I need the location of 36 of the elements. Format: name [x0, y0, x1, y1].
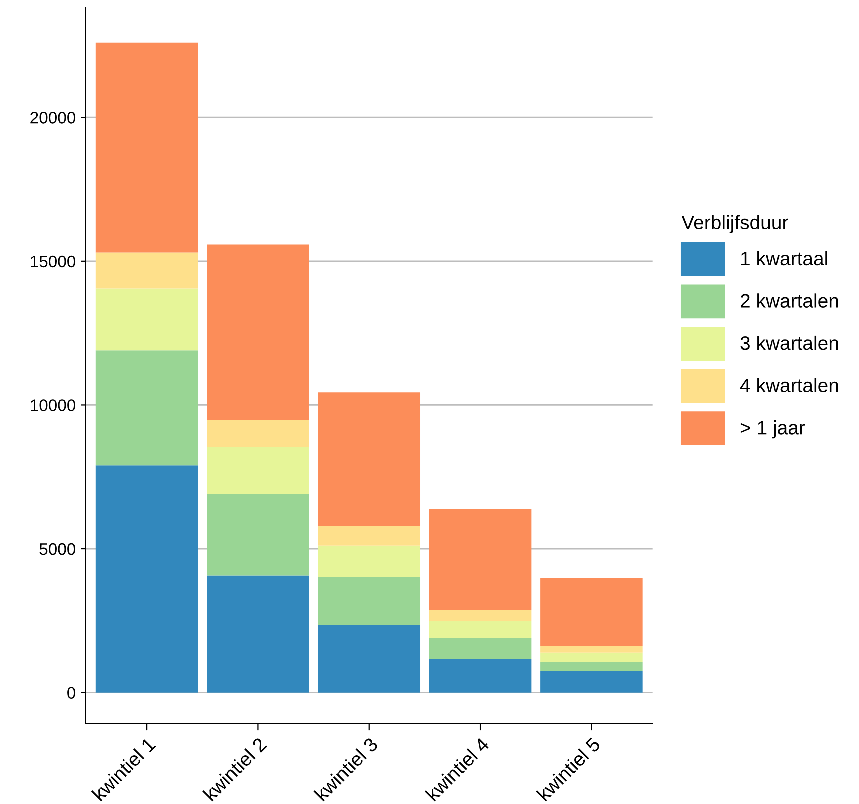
- y-tick-label: 10000: [31, 400, 76, 412]
- y-tick-label: 5000: [40, 543, 76, 556]
- bar: [207, 494, 310, 576]
- y-tick-label: 0: [68, 687, 76, 700]
- bar: [96, 288, 198, 351]
- legend-label: > 1 jaar: [740, 420, 806, 439]
- legend-label: 1 kwartaal: [741, 251, 828, 266]
- bar: [96, 466, 198, 693]
- y-tick-label: 20000: [30, 112, 76, 124]
- bar: [429, 659, 532, 693]
- bar: [318, 577, 421, 625]
- bar: [540, 662, 643, 672]
- legend-label: 2 kwartalen: [740, 294, 838, 308]
- bar: [318, 624, 421, 693]
- bar: [96, 42, 198, 253]
- bar: [540, 672, 643, 693]
- bar: [96, 252, 198, 289]
- legend-title: Verblijfsduur: [682, 215, 788, 234]
- bar: [540, 652, 643, 662]
- bar: [318, 526, 421, 546]
- bar: [429, 622, 532, 638]
- legend-label: 4 kwartalen: [740, 378, 838, 393]
- bar: [207, 244, 310, 420]
- bar: [207, 576, 310, 693]
- bar: [429, 638, 532, 660]
- bar: [207, 448, 310, 494]
- bar: [429, 509, 532, 610]
- bar: [207, 420, 310, 448]
- legend-label: 3 kwartalen: [740, 336, 838, 350]
- bar: [318, 392, 421, 526]
- bar: [429, 610, 532, 622]
- bar: [96, 350, 198, 466]
- bar: [540, 578, 643, 646]
- y-tick-label: 15000: [31, 256, 76, 268]
- bar: [540, 646, 643, 653]
- bar: [318, 546, 421, 578]
